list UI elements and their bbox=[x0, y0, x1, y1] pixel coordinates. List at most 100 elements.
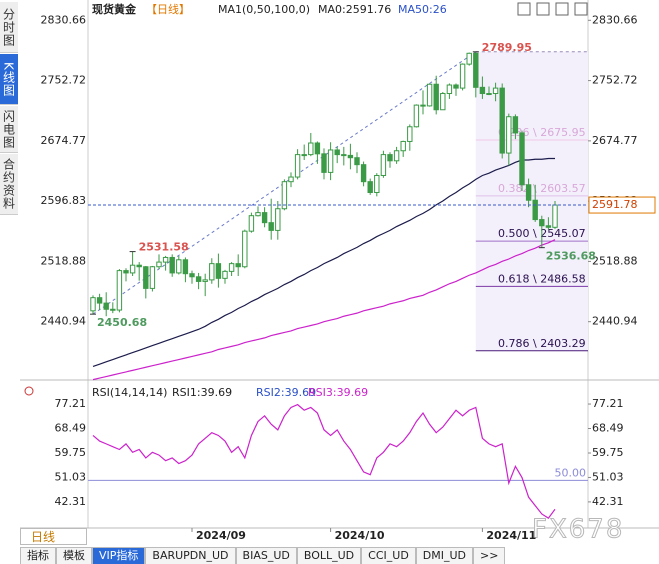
candle-body bbox=[413, 104, 420, 128]
candle-body bbox=[209, 263, 215, 281]
candle-body bbox=[433, 83, 439, 111]
y-tick-label: 42.31 bbox=[592, 495, 624, 508]
candle-body bbox=[367, 181, 373, 193]
side-tab[interactable]: 闪电图 bbox=[0, 106, 18, 153]
candle-body bbox=[182, 259, 189, 275]
candle-body bbox=[360, 164, 367, 183]
y-tick-label: 2830.66 bbox=[592, 13, 638, 26]
candle-body bbox=[261, 212, 268, 224]
candle-body bbox=[176, 259, 182, 274]
low-label: 2450.68 bbox=[97, 316, 147, 329]
trend-line bbox=[92, 51, 477, 315]
y-tick-label: 2752.72 bbox=[41, 74, 87, 87]
price-tag-label: 2591.78 bbox=[592, 198, 638, 211]
legend-entry: RSI(14,14,14) bbox=[92, 386, 167, 399]
candle-body bbox=[479, 86, 486, 95]
reference-label: 50.00 bbox=[555, 466, 587, 479]
candle-body bbox=[110, 308, 116, 311]
legend-entry: RSI2:39.69 bbox=[256, 386, 316, 399]
y-tick-label: 2752.72 bbox=[592, 74, 638, 87]
bottom-tab[interactable]: >> bbox=[473, 547, 506, 564]
tool-icon[interactable] bbox=[555, 2, 569, 16]
legend-entry: MA50:26 bbox=[398, 3, 447, 16]
candle-body bbox=[103, 302, 109, 310]
y-tick-label: 2518.88 bbox=[41, 254, 87, 267]
legend-entry: MA1(0,50,100,0) bbox=[218, 3, 310, 16]
candle-body bbox=[545, 225, 552, 228]
candle-body bbox=[222, 270, 228, 279]
y-tick-label: 2674.77 bbox=[592, 134, 638, 147]
candle-body bbox=[459, 63, 466, 89]
side-tab[interactable]: 分时图 bbox=[0, 2, 18, 53]
candle-body bbox=[156, 261, 162, 268]
fib-label: 0.618 \ 2486.58 bbox=[498, 272, 586, 285]
y-tick-label: 2674.77 bbox=[41, 134, 87, 147]
candle-body bbox=[387, 154, 393, 162]
bottom-tab[interactable]: BIAS_UD bbox=[235, 547, 297, 564]
candle-body bbox=[466, 52, 472, 65]
candle-body bbox=[149, 266, 156, 289]
tool-icon[interactable] bbox=[517, 2, 531, 16]
bottom-tab[interactable]: DMI_UD bbox=[415, 547, 474, 564]
chart-title: 现货黄金 bbox=[92, 2, 137, 16]
candle-body bbox=[407, 126, 413, 142]
candle-body bbox=[90, 297, 96, 312]
x-tick-label: 2024/10 bbox=[335, 529, 385, 542]
candle-body bbox=[426, 83, 433, 107]
y-tick-label: 2830.66 bbox=[41, 13, 87, 26]
ma-line bbox=[92, 239, 556, 381]
y-tick-label: 51.03 bbox=[592, 470, 624, 483]
candle-body bbox=[308, 142, 314, 156]
bottom-tabs: 指标 模板 VIP指标 BARUPDN_UD BIAS_UD BOLL_UD CCI_UD D… bbox=[20, 547, 506, 564]
candle-body bbox=[552, 204, 558, 228]
candle-body bbox=[255, 212, 261, 217]
candle-body bbox=[143, 266, 149, 289]
candle-body bbox=[268, 222, 274, 231]
candle-body bbox=[189, 273, 195, 278]
ma-line bbox=[92, 157, 555, 368]
candle-body bbox=[486, 93, 492, 96]
bottom-tab[interactable]: 指标 bbox=[20, 547, 56, 564]
bottom-tab[interactable]: BARUPDN_UD bbox=[145, 547, 236, 564]
x-tick-label: 2024/09 bbox=[196, 529, 246, 542]
candle-body bbox=[314, 142, 321, 155]
bottom-tab[interactable]: 模板 bbox=[56, 547, 92, 564]
candle-body bbox=[519, 132, 525, 186]
candle-body bbox=[347, 154, 354, 159]
bottom-tab[interactable]: CCI_UD bbox=[361, 547, 416, 564]
bottom-tab[interactable]: VIP指标 bbox=[92, 547, 146, 564]
y-tick-label: 77.21 bbox=[55, 397, 87, 410]
candle-body bbox=[321, 153, 327, 173]
period-button[interactable]: 日线 bbox=[20, 528, 87, 545]
candle-body bbox=[116, 270, 123, 311]
side-tab[interactable]: 合约资料 bbox=[0, 154, 18, 215]
rsi-line bbox=[92, 403, 556, 519]
tool-icon[interactable] bbox=[536, 2, 550, 16]
candle-body bbox=[380, 154, 387, 176]
tool-icon[interactable] bbox=[574, 2, 588, 16]
candle-body bbox=[532, 199, 538, 221]
candle-body bbox=[400, 140, 406, 152]
candle-body bbox=[96, 297, 103, 304]
candle-body bbox=[327, 149, 334, 173]
side-tab[interactable]: K线图 bbox=[0, 54, 18, 105]
candle-body bbox=[294, 154, 301, 178]
settings-icon[interactable] bbox=[24, 386, 34, 396]
period-label: 【日线】 bbox=[146, 2, 190, 16]
y-tick-label: 2596.83 bbox=[41, 194, 87, 207]
fib-box bbox=[475, 51, 588, 351]
candle-body bbox=[228, 263, 235, 272]
candle-body bbox=[129, 264, 136, 274]
candle-body bbox=[248, 215, 255, 232]
candle-body bbox=[202, 279, 208, 282]
high-label: 2531.58 bbox=[139, 241, 189, 254]
y-tick-label: 68.49 bbox=[592, 421, 624, 434]
candle-body bbox=[334, 149, 340, 156]
candle-body bbox=[281, 181, 288, 210]
bottom-tab[interactable]: BOLL_UD bbox=[296, 547, 362, 564]
candle-body bbox=[492, 87, 499, 95]
y-tick-label: 59.75 bbox=[55, 446, 87, 459]
legend-entry: RSI1:39.69 bbox=[172, 386, 232, 399]
